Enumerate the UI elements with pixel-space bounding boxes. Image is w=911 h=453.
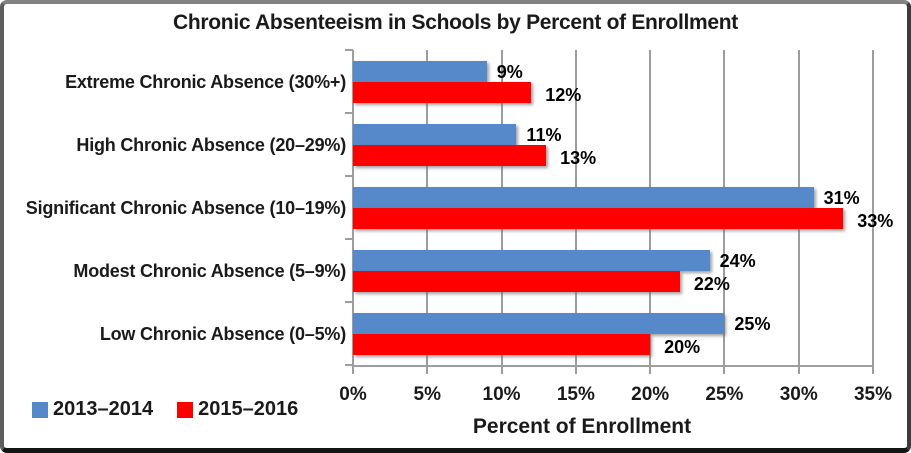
bar-2015–2016	[353, 334, 651, 355]
data-label: 25%	[734, 313, 771, 334]
category-label: Extreme Chronic Absence (30%+)	[65, 72, 346, 92]
data-label: 24%	[719, 250, 756, 271]
bar-2015–2016	[353, 82, 532, 103]
chart-title: Chronic Absenteeism in Schools by Percen…	[173, 11, 738, 34]
x-axis-line	[352, 365, 874, 367]
data-label: 13%	[560, 147, 597, 168]
category-label: Modest Chronic Absence (5–9%)	[73, 261, 346, 281]
bar-2013–2014	[353, 313, 725, 334]
legend-swatch	[32, 401, 48, 418]
data-label: 11%	[526, 124, 562, 145]
gridline	[872, 50, 874, 365]
bar-2015–2016	[353, 208, 844, 229]
bar-2013–2014	[353, 250, 710, 271]
y-axis-tick-mark	[345, 175, 353, 177]
x-tick-label: 5%	[413, 384, 442, 405]
legend-item: 2013–2014	[32, 398, 153, 421]
legend-item: 2015–2016	[177, 398, 298, 421]
x-axis-tick-mark	[574, 367, 577, 374]
bar-2013–2014	[353, 187, 814, 208]
x-axis-tick-mark	[872, 367, 874, 374]
bar-2015–2016	[353, 145, 547, 166]
x-axis-title: Percent of Enrollment	[472, 415, 692, 438]
data-label: 33%	[857, 210, 894, 231]
x-tick-label: 15%	[556, 384, 595, 405]
y-axis-tick-mark	[345, 112, 353, 114]
category-label: Significant Chronic Absence (10–19%)	[25, 198, 346, 218]
legend-label: 2013–2014	[53, 398, 154, 420]
y-axis-tick-mark	[345, 238, 353, 240]
x-axis-tick-mark	[352, 367, 354, 374]
legend: 2013–2014 2015–2016	[32, 398, 298, 421]
y-axis-tick-mark	[345, 364, 353, 366]
x-axis-tick-mark	[500, 367, 503, 374]
x-tick-label: 30%	[779, 384, 818, 405]
category-label: High Chronic Absence (20–29%)	[76, 135, 346, 155]
y-axis-tick-mark	[345, 301, 353, 303]
data-label: 22%	[693, 273, 730, 294]
data-label: 12%	[545, 84, 582, 105]
x-tick-label: 10%	[482, 384, 521, 405]
x-axis-tick-mark	[649, 367, 652, 374]
x-tick-label: 20%	[631, 384, 670, 405]
x-axis-tick-labels: 0% 5% 10% 15% 20% 25% 30% 35%	[339, 384, 892, 408]
x-axis-tick-mark	[797, 367, 800, 374]
bar-2015–2016	[353, 271, 680, 292]
category-label: Low Chronic Absence (0–5%)	[99, 324, 346, 344]
x-axis-tick-mark	[723, 367, 726, 374]
legend-swatch	[177, 401, 194, 418]
legend-label: 2015–2016	[198, 398, 299, 420]
plot-area: 9% 12% 11% 13% 31% 33% 24% 22% 25% 20%	[345, 49, 893, 374]
y-axis-tick-mark	[345, 49, 353, 51]
data-label: 31%	[823, 187, 860, 208]
bar-2013–2014	[353, 61, 487, 82]
data-label: 9%	[496, 61, 523, 82]
x-tick-label: 35%	[853, 384, 893, 405]
category-axis-labels: Extreme Chronic Absence (30%+) High Chron…	[8, 50, 346, 365]
data-label: 20%	[664, 336, 701, 357]
bar-2013–2014	[353, 124, 517, 145]
x-tick-label: 0%	[339, 384, 367, 405]
x-tick-label: 25%	[705, 384, 744, 405]
x-axis-tick-mark	[426, 367, 429, 374]
